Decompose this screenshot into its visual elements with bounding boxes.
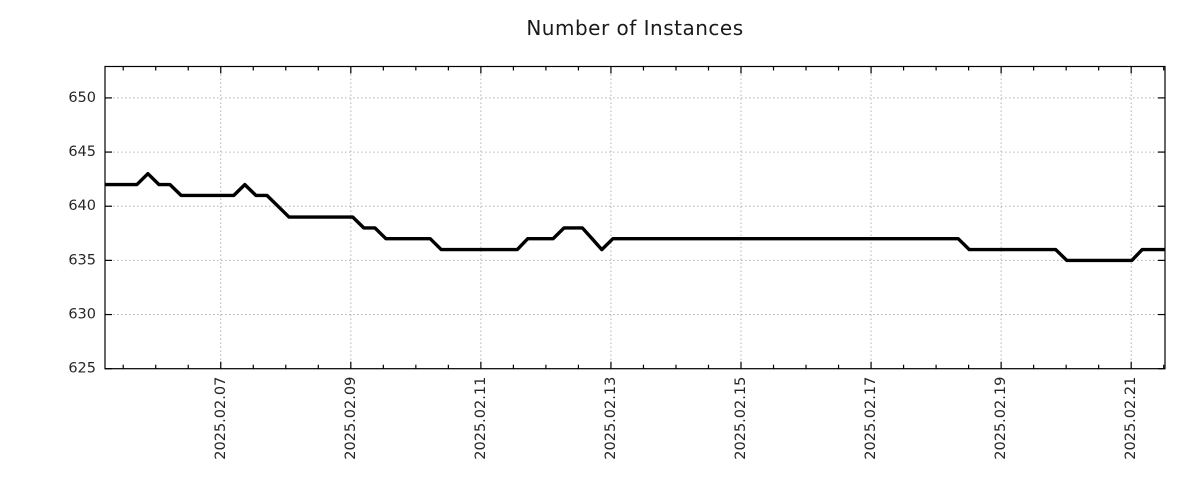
series-line <box>105 171 1165 263</box>
x-tick-label: 2025.02.15 <box>733 377 749 460</box>
x-tick-label: 2025.02.21 <box>1123 377 1139 460</box>
x-tick-label: 2025.02.19 <box>993 377 1009 460</box>
y-tick-label: 625 <box>68 361 96 377</box>
grid-lines <box>105 66 1165 370</box>
x-tick-label: 2025.02.09 <box>343 377 359 460</box>
y-tick-label: 635 <box>68 252 96 268</box>
x-tick-label: 2025.02.07 <box>213 377 229 460</box>
y-tick-label: 650 <box>68 90 96 106</box>
x-tick-label: 2025.02.17 <box>863 377 879 460</box>
plot-border <box>104 65 1166 370</box>
y-tick-label: 640 <box>68 198 96 214</box>
axes <box>104 65 1166 370</box>
tick-labels: 625 630 635 640 645 650 2025.02.07 2025.02.09 20… <box>68 90 1139 460</box>
x-tick-label: 2025.02.11 <box>473 377 489 460</box>
x-tick-label: 2025.02.13 <box>603 377 619 460</box>
y-tick-label: 645 <box>68 144 96 160</box>
chart-title: Number of Instances <box>526 16 744 40</box>
y-tick-label: 630 <box>68 307 96 323</box>
